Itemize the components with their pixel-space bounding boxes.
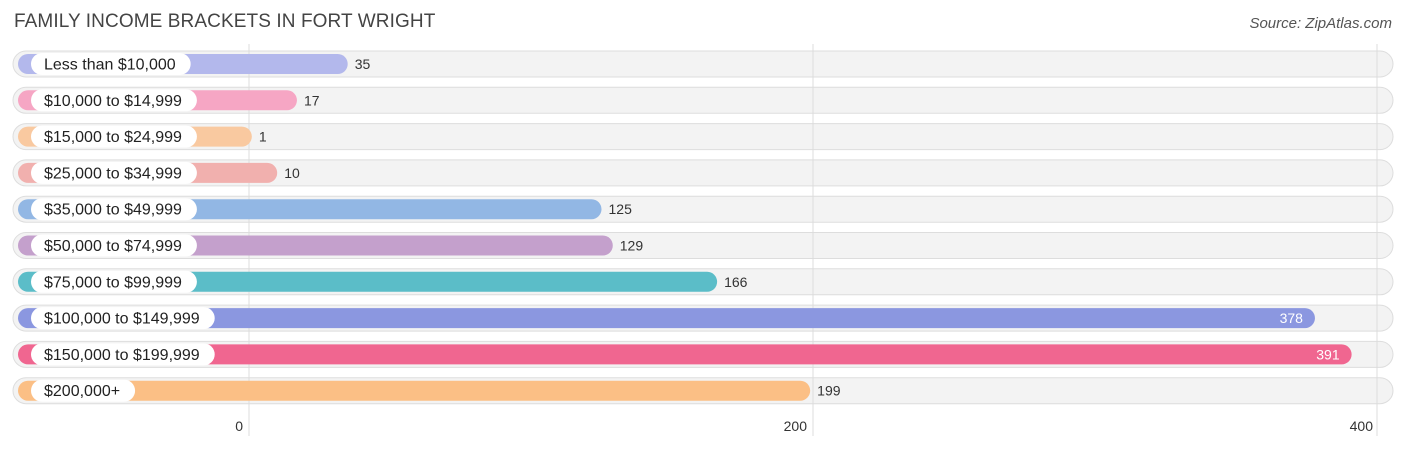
category-label-pill: [31, 307, 215, 330]
bar-value-label: 125: [609, 201, 633, 217]
category-label-pill: [31, 53, 191, 75]
category-label-pill: [31, 161, 197, 184]
bar-value-label: 17: [304, 92, 320, 108]
bar: [18, 344, 1352, 365]
row-background: [12, 50, 1394, 78]
category-label: $25,000 to $34,999: [44, 165, 182, 182]
category-label: $50,000 to $74,999: [44, 238, 182, 255]
source-credit: Source: ZipAtlas.com: [1249, 15, 1392, 32]
bar: [18, 308, 1315, 329]
x-tick-label: 0: [235, 418, 243, 434]
bar-value-label: 10: [284, 165, 300, 181]
category-label: $200,000+: [44, 383, 120, 400]
bar-value-label: 378: [1280, 310, 1304, 326]
category-label-pill: [31, 234, 197, 257]
bar: [18, 380, 811, 401]
bar-value-label: 391: [1316, 346, 1340, 362]
bar-value-label: 166: [724, 274, 748, 290]
category-label: $150,000 to $199,999: [44, 347, 200, 364]
bar-value-label: 129: [620, 238, 644, 254]
category-label: Less than $10,000: [44, 57, 176, 74]
chart-title: FAMILY INCOME BRACKETS IN FORT WRIGHT: [14, 11, 436, 32]
row-background: [12, 159, 1394, 187]
category-label-pill: [31, 198, 197, 221]
category-label-pill: [31, 125, 197, 148]
x-tick-label: 200: [784, 418, 808, 434]
row-background: [12, 86, 1394, 114]
category-label-pill: [31, 343, 215, 366]
bar-value-label: 199: [817, 383, 841, 399]
category-label-pill: [31, 379, 136, 402]
category-label: $10,000 to $14,999: [44, 93, 182, 110]
category-label-pill: [31, 89, 197, 112]
x-tick-label: 400: [1350, 418, 1374, 434]
bar-value-label: 1: [259, 129, 267, 145]
category-label: $100,000 to $149,999: [44, 311, 200, 328]
category-label: $75,000 to $99,999: [44, 274, 182, 291]
category-label: $35,000 to $49,999: [44, 202, 182, 219]
bar-value-label: 35: [355, 56, 371, 72]
category-label: $15,000 to $24,999: [44, 129, 182, 146]
category-label-pill: [31, 270, 197, 293]
row-background: [12, 123, 1394, 151]
